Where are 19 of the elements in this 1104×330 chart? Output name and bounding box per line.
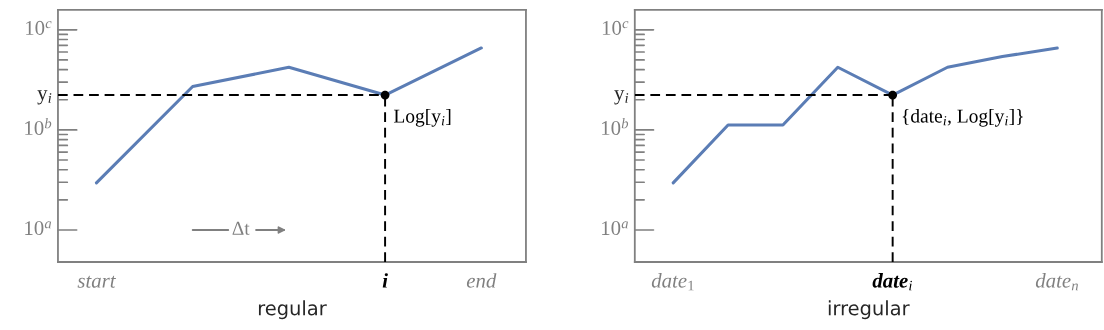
x-tick-label: date$_{1}$ bbox=[651, 273, 694, 291]
x-tick-label: i bbox=[382, 273, 388, 288]
text: 10$^{b}$ bbox=[602, 118, 629, 136]
annotation: {date$_{i}$, Log[y$_{i}$]} bbox=[902, 108, 1023, 127]
text: 10$^{a}$ bbox=[602, 221, 628, 236]
text: 10$^{b}$ bbox=[25, 118, 52, 136]
annotation: Log[y$_{i}$] bbox=[393, 108, 451, 127]
x-tick-label: date$_{n}$ bbox=[1035, 273, 1078, 291]
ref-line-label: y$_{i}$ bbox=[37, 90, 52, 105]
x-tick-label: date$_{i}$ bbox=[872, 273, 912, 291]
text: 10$^{a}$ bbox=[25, 221, 52, 236]
x-tick-label: start bbox=[77, 275, 116, 288]
ref-line-label: y$_{i}$ bbox=[614, 90, 629, 105]
text: 10$^{c}$ bbox=[26, 20, 52, 35]
x-axis-title: irregular bbox=[828, 300, 910, 320]
x-axis-title: regular bbox=[258, 300, 327, 320]
annotation: Δt bbox=[232, 221, 250, 235]
text: 10$^{c}$ bbox=[602, 20, 629, 35]
x-tick-label: end bbox=[466, 273, 497, 288]
